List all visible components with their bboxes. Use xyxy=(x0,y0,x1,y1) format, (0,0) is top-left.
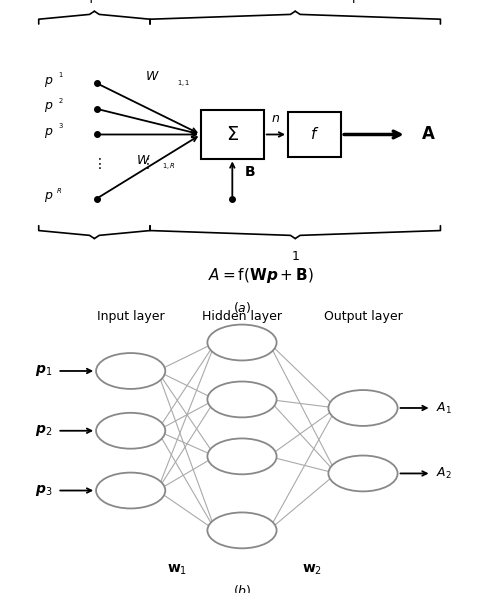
Text: Input layer: Input layer xyxy=(97,310,165,323)
Ellipse shape xyxy=(328,390,398,426)
Ellipse shape xyxy=(328,455,398,492)
Text: $\boldsymbol{p}_3$: $\boldsymbol{p}_3$ xyxy=(35,483,53,498)
Text: $p$: $p$ xyxy=(44,190,53,204)
Ellipse shape xyxy=(208,381,277,417)
Text: Neuron with vector input: Neuron with vector input xyxy=(217,0,373,4)
Text: $\mathit{A}=\mathrm{f}(\mathbf{W}\boldsymbol{p}+\mathbf{B})$: $\mathit{A}=\mathrm{f}(\mathbf{W}\boldsy… xyxy=(209,266,314,285)
Text: $p$: $p$ xyxy=(44,126,53,140)
Text: $\vdots$: $\vdots$ xyxy=(92,156,102,171)
Text: $\Sigma$: $\Sigma$ xyxy=(226,125,239,144)
Text: $(a)$: $(a)$ xyxy=(233,300,251,315)
Text: $_1$: $_1$ xyxy=(58,70,64,80)
Text: $_3$: $_3$ xyxy=(58,122,64,132)
Text: $p$: $p$ xyxy=(44,100,53,114)
Text: $W$: $W$ xyxy=(145,71,160,84)
Ellipse shape xyxy=(96,413,166,449)
Text: $\mathbf{B}$: $\mathbf{B}$ xyxy=(244,165,256,179)
Text: $\vdots$: $\vdots$ xyxy=(140,156,150,171)
Text: $W$: $W$ xyxy=(136,154,150,167)
Text: Input: Input xyxy=(78,0,110,4)
Text: $(b)$: $(b)$ xyxy=(233,583,251,593)
Text: $_2$: $_2$ xyxy=(58,96,64,106)
Text: $_{1,R}$: $_{1,R}$ xyxy=(162,161,176,172)
Ellipse shape xyxy=(96,353,166,389)
Ellipse shape xyxy=(96,473,166,508)
Text: $\boldsymbol{p}_1$: $\boldsymbol{p}_1$ xyxy=(35,364,53,378)
Text: $\boldsymbol{p}_2$: $\boldsymbol{p}_2$ xyxy=(35,423,53,438)
Text: $_{1,1}$: $_{1,1}$ xyxy=(177,78,190,89)
FancyBboxPatch shape xyxy=(201,110,264,158)
Text: $\mathbf{w}_1$: $\mathbf{w}_1$ xyxy=(166,563,187,578)
Text: Hidden layer: Hidden layer xyxy=(202,310,282,323)
Text: $A_1$: $A_1$ xyxy=(437,400,452,416)
Text: $f$: $f$ xyxy=(310,126,319,142)
Text: $p$: $p$ xyxy=(44,75,53,89)
Text: $\mathbf{w}_2$: $\mathbf{w}_2$ xyxy=(302,563,322,578)
Ellipse shape xyxy=(208,438,277,474)
Text: Output layer: Output layer xyxy=(324,310,402,323)
Ellipse shape xyxy=(208,512,277,549)
FancyBboxPatch shape xyxy=(288,112,341,157)
Text: $1$: $1$ xyxy=(291,250,300,263)
Text: $A_2$: $A_2$ xyxy=(437,466,452,481)
Ellipse shape xyxy=(208,324,277,361)
Text: $_R$: $_R$ xyxy=(56,186,62,196)
Text: $\mathbf{A}$: $\mathbf{A}$ xyxy=(421,126,436,144)
Text: $n$: $n$ xyxy=(272,112,280,125)
